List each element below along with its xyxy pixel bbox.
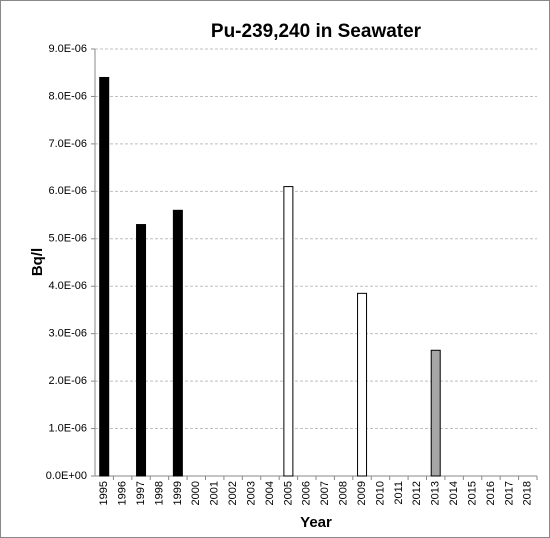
x-tick-label: 1999 [172,481,184,505]
bar [136,224,147,477]
x-axis-label: Year [300,514,332,531]
x-tick-label: 2008 [338,481,350,505]
x-tick-label: 2002 [227,481,239,505]
y-tick-label: 0.0E+00 [46,470,87,482]
x-tick-label: 2012 [411,481,423,505]
x-tick-label: 2014 [448,481,460,505]
bar [283,186,294,477]
x-tick-label: 1998 [153,481,165,505]
x-tick-label: 2017 [503,481,515,505]
chart-title: Pu-239,240 in Seawater [211,21,422,42]
y-tick-label: 7.0E-06 [48,138,87,150]
y-axis-label: Bq/l [29,248,46,276]
x-tick-label: 2005 [282,481,294,505]
x-tick-label: 2010 [374,481,386,505]
y-tick-label: 2.0E-06 [48,375,87,387]
x-tick-label: 2003 [245,481,257,505]
x-tick-label: 2011 [393,481,405,505]
bar [430,349,441,477]
x-tick-label: 2006 [301,481,313,505]
x-tick-label: 2018 [522,481,534,505]
x-tick-label: 2004 [264,481,276,505]
bar [99,76,110,477]
x-tick-label: 2015 [466,481,478,505]
y-tick-label: 4.0E-06 [48,280,87,292]
x-tick-label: 2001 [209,481,221,505]
x-tick-label: 1996 [117,481,129,505]
bar [172,209,183,477]
x-tick-label: 1995 [98,481,110,505]
x-tick-label: 2009 [356,481,368,505]
x-tick-label: 1997 [135,481,147,505]
y-tick-label: 5.0E-06 [48,233,87,245]
x-tick-label: 2016 [485,481,497,505]
y-tick-label: 8.0E-06 [48,90,87,102]
y-tick-label: 9.0E-06 [48,43,87,55]
y-tick-label: 6.0E-06 [48,185,87,197]
bar [357,292,368,477]
x-tick-label: 2007 [319,481,331,505]
x-tick-label: 2013 [430,481,442,505]
y-tick-label: 3.0E-06 [48,328,87,340]
x-tick-label: 2000 [190,481,202,505]
y-tick-label: 1.0E-06 [48,422,87,434]
